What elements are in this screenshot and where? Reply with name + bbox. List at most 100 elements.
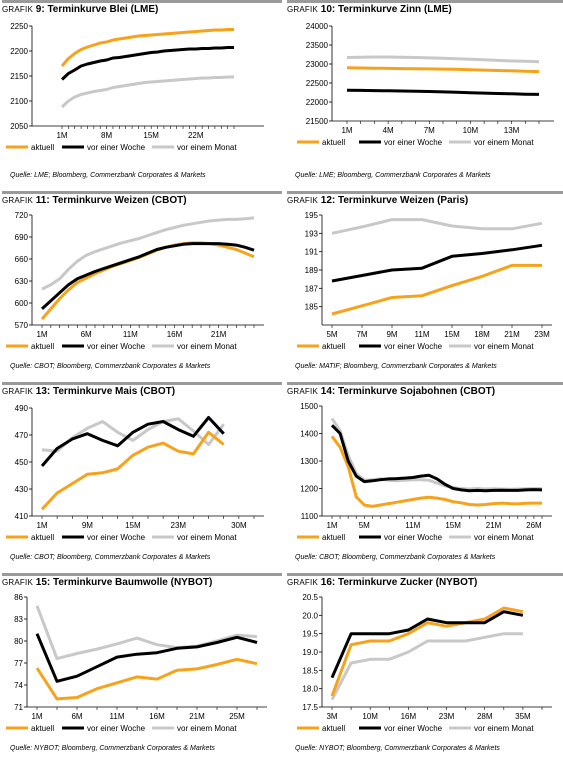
x-tick-label: 35M bbox=[515, 712, 531, 721]
chart-panel-16: GRAFIK 16: Terminkurve Zucker (NYBOT) 17.… bbox=[287, 573, 563, 763]
chart-title: GRAFIK 12: Terminkurve Weizen (Paris) bbox=[287, 195, 468, 207]
chart-title-text: Terminkurve Sojabohnen (CBOT) bbox=[338, 386, 496, 397]
chart-title-number: 16: bbox=[317, 577, 338, 588]
x-tick-label: 23M bbox=[534, 330, 550, 339]
y-tick-label: 490 bbox=[15, 404, 29, 413]
x-tick-label: 11M bbox=[405, 521, 420, 530]
y-tick-label: 18.5 bbox=[302, 666, 318, 675]
y-tick-label: 2050 bbox=[10, 122, 28, 131]
y-tick-label: 71 bbox=[14, 703, 23, 712]
chart-title-prefix: GRAFIK bbox=[287, 5, 318, 14]
chart-source: Quelle: MATIF; Bloomberg, Commerzbank Co… bbox=[295, 363, 497, 370]
chart-title-number: 14: bbox=[317, 386, 338, 397]
y-tick-label: 19.5 bbox=[302, 630, 318, 639]
series-line-monat bbox=[35, 605, 258, 661]
series-line-aktuell bbox=[331, 263, 542, 316]
chart-svg: 1100 1200 1300 1400 1500 1M 5M 11M 15M 21M 26M aktu… bbox=[297, 402, 552, 542]
chart-source: Quelle: NYBOT; Bloomberg, Commerzbank Co… bbox=[10, 745, 215, 752]
legend-label-monat: vor einem Monat bbox=[177, 724, 237, 733]
y-tick-label: 80 bbox=[14, 637, 23, 646]
legend-label-aktuell: aktuell bbox=[31, 342, 54, 351]
y-tick-label: 23000 bbox=[306, 60, 329, 69]
x-tick-label: 23M bbox=[171, 521, 187, 530]
series-line-woche bbox=[35, 633, 258, 683]
x-tick-label: 10M bbox=[362, 712, 378, 721]
y-tick-label: 410 bbox=[15, 512, 29, 521]
x-tick-label: 4M bbox=[383, 126, 394, 135]
x-tick-label: 30M bbox=[231, 521, 247, 530]
legend-label-aktuell: aktuell bbox=[31, 533, 54, 542]
chart-title-prefix: GRAFIK bbox=[2, 196, 33, 205]
chart-title-number: 12: bbox=[317, 195, 338, 206]
panel-divider bbox=[2, 573, 282, 576]
legend-label-woche: vor einer Woche bbox=[384, 138, 443, 147]
chart-title-prefix: GRAFIK bbox=[2, 578, 33, 587]
y-tick-label: 450 bbox=[15, 458, 29, 467]
x-tick-label: 5M bbox=[326, 330, 337, 339]
y-tick-label: 21500 bbox=[306, 117, 329, 126]
x-tick-label: 21M bbox=[486, 521, 502, 530]
y-tick-label: 83 bbox=[14, 615, 23, 624]
y-tick-label: 23500 bbox=[306, 41, 329, 50]
series-line-aktuell bbox=[60, 28, 234, 67]
x-tick-label: 10M bbox=[463, 126, 479, 135]
panel-divider bbox=[2, 382, 282, 385]
y-tick-label: 22000 bbox=[306, 98, 329, 107]
y-tick-label: 22500 bbox=[306, 79, 329, 88]
chart-source: Quelle: LME; Bloomberg, Commerzbank Corp… bbox=[295, 172, 491, 179]
y-tick-label: 191 bbox=[305, 248, 319, 257]
y-tick-label: 690 bbox=[15, 233, 29, 242]
legend-label-aktuell: aktuell bbox=[322, 138, 345, 147]
x-tick-label: 15M bbox=[444, 330, 460, 339]
chart-source: Quelle: CBOT; Bloomberg, Commerzbank Cor… bbox=[295, 554, 496, 561]
x-tick-label: 15M bbox=[143, 131, 159, 140]
panel-divider bbox=[2, 0, 282, 3]
chart-panel-15: GRAFIK 15: Terminkurve Baumwolle (NYBOT)… bbox=[2, 573, 282, 763]
series-line-woche bbox=[346, 88, 540, 96]
series-line-monat bbox=[346, 55, 540, 64]
series-line-aktuell bbox=[35, 657, 258, 701]
y-tick-label: 2150 bbox=[10, 72, 28, 81]
x-tick-label: 23M bbox=[439, 712, 455, 721]
x-tick-label: 21M bbox=[211, 330, 227, 339]
x-tick-label: 15M bbox=[445, 521, 461, 530]
chart-svg: 570 600 630 660 690 720 1M 6M 11M 16M 21M aktuell vo… bbox=[6, 211, 264, 351]
series-line-monat bbox=[60, 75, 234, 109]
x-tick-label: 25M bbox=[229, 712, 245, 721]
x-tick-label: 8M bbox=[101, 131, 112, 140]
x-tick-label: 7M bbox=[424, 126, 435, 135]
chart-panel-9: GRAFIK 9: Terminkurve Blei (LME) 2050 2100… bbox=[2, 0, 282, 190]
series-line-woche bbox=[40, 416, 225, 467]
series-line-aktuell bbox=[40, 430, 225, 511]
y-tick-label: 19.0 bbox=[302, 648, 318, 657]
x-tick-label: 9M bbox=[386, 330, 397, 339]
chart-title-number: 13: bbox=[32, 386, 53, 397]
legend-label-aktuell: aktuell bbox=[322, 342, 345, 351]
panel-divider bbox=[2, 191, 282, 194]
y-tick-label: 2250 bbox=[10, 22, 28, 31]
legend-label-woche: vor einer Woche bbox=[87, 342, 146, 351]
x-tick-label: 16M bbox=[167, 330, 183, 339]
legend-label-aktuell: aktuell bbox=[322, 724, 345, 733]
x-tick-label: 9M bbox=[82, 521, 93, 530]
chart-title-text: Terminkurve Baumwolle (NYBOT) bbox=[53, 577, 213, 588]
y-tick-label: 195 bbox=[305, 211, 319, 220]
chart-svg: 17.5 18.0 18.5 19.0 19.5 20.0 20.5 3M 10M 16M 23M 2… bbox=[297, 593, 552, 733]
y-tick-label: 1500 bbox=[300, 402, 318, 411]
y-tick-label: 720 bbox=[15, 211, 29, 220]
chart-title: GRAFIK 10: Terminkurve Zinn (LME) bbox=[287, 4, 452, 16]
legend-label-woche: vor einer Woche bbox=[384, 724, 443, 733]
x-tick-label: 6M bbox=[71, 712, 82, 721]
series-line-monat bbox=[41, 216, 255, 291]
y-tick-label: 1100 bbox=[301, 512, 319, 521]
y-tick-label: 20.5 bbox=[302, 593, 318, 602]
x-tick-label: 16M bbox=[401, 712, 417, 721]
chart-svg: 410 430 450 470 490 1M 9M 15M 23M 30M aktuell vor e… bbox=[6, 404, 264, 542]
series-line-aktuell bbox=[330, 606, 524, 697]
y-tick-label: 600 bbox=[15, 299, 29, 308]
chart-title-text: Terminkurve Zinn (LME) bbox=[338, 4, 452, 15]
chart-svg: 71 74 77 80 83 86 1M 6M 11M 16M 21M 25M aktuell vor e… bbox=[6, 593, 267, 733]
y-tick-label: 1400 bbox=[300, 430, 318, 439]
y-tick-label: 2200 bbox=[10, 47, 28, 56]
x-tick-label: 5M bbox=[359, 521, 370, 530]
